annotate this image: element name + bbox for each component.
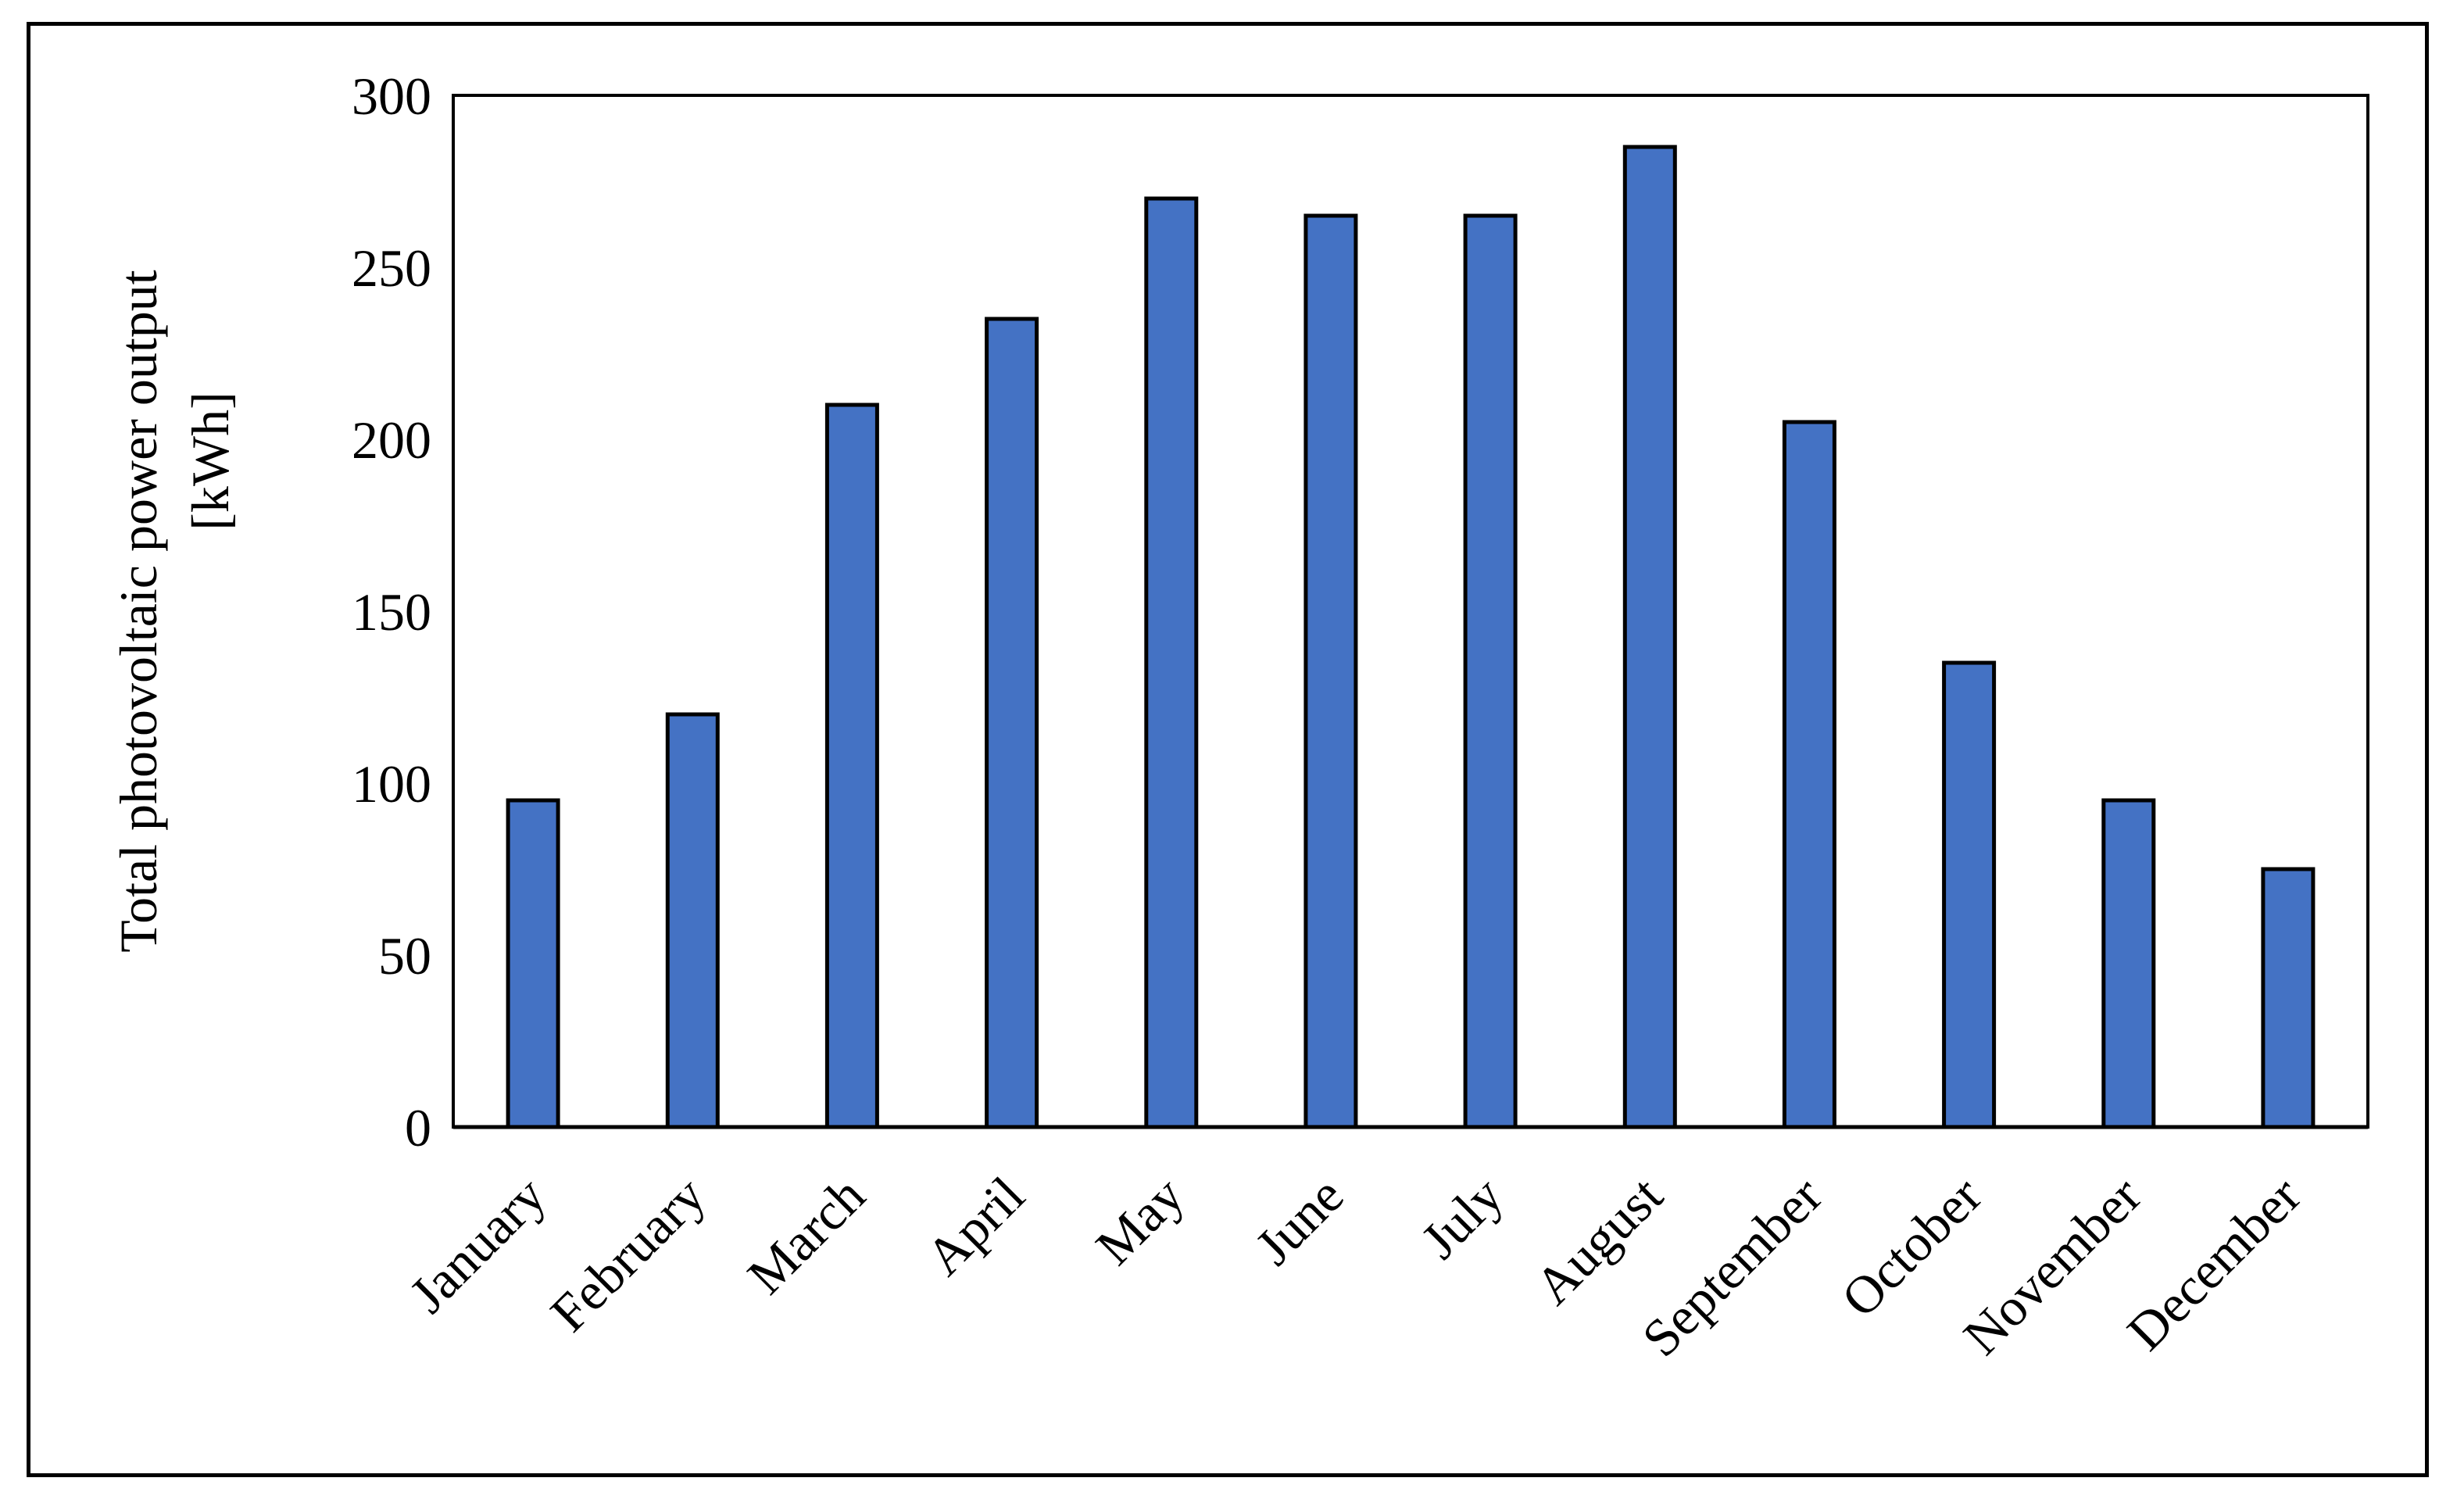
bar-february [665,712,720,1129]
bar-january [506,798,560,1129]
bar-august [1622,145,1677,1129]
x-tick-label-december: December [2115,1165,2312,1362]
bar-july [1463,213,1518,1129]
bar-december [2261,867,2316,1129]
bars [453,145,2368,1129]
bar-october [1942,660,1997,1129]
y-axis-ticks: 0 50 100 150 200 250 300 [352,66,431,1158]
x-tick-label-november: November [1952,1165,2153,1366]
y-tick-label: 50 [378,926,431,986]
bar-march [824,403,879,1129]
bar-june [1304,213,1358,1129]
y-axis-title-line-2: [kWh] [181,392,240,530]
y-tick-label: 100 [352,754,431,814]
y-tick-label: 0 [405,1098,431,1158]
x-tick-label-june: June [1244,1165,1355,1276]
x-tick-label-october: October [1830,1165,1994,1329]
x-tick-label-march: March [736,1165,876,1305]
y-tick-label: 300 [352,66,431,126]
plot-area [452,94,2369,1129]
bar-may [1144,196,1199,1129]
y-tick-label: 250 [352,238,431,298]
x-tick-label-february: February [539,1165,717,1343]
y-tick-label: 150 [352,582,431,642]
y-tick-label: 200 [352,410,431,470]
x-tick-label-january: January [398,1165,556,1324]
x-tick-label-april: April [914,1165,1035,1286]
bar-april [985,317,1039,1129]
bar-september [1782,420,1836,1129]
y-axis-title-line-1: Total photovoltaic power output [109,270,168,953]
x-tick-label-may: May [1085,1165,1196,1276]
bar-november [2101,798,2156,1129]
x-tick-label-august: August [1523,1165,1674,1316]
x-tick-label-july: July [1410,1165,1515,1270]
